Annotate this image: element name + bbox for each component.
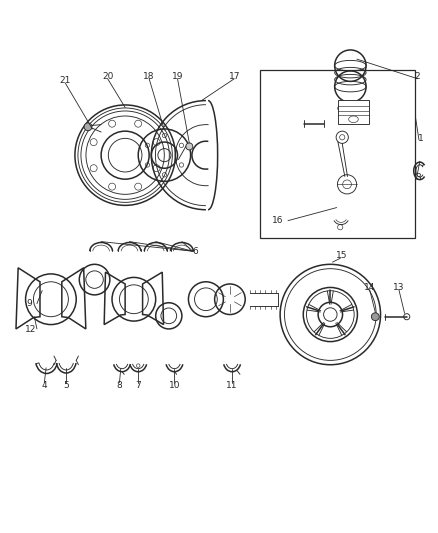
Text: 15: 15 [336,251,347,260]
Text: 6: 6 [192,247,198,256]
Text: 3: 3 [415,173,420,182]
Text: 20: 20 [102,72,113,81]
Text: 16: 16 [272,216,284,225]
Text: 1: 1 [418,134,424,143]
Circle shape [371,313,379,321]
Circle shape [186,143,193,150]
Text: 13: 13 [393,282,405,292]
Text: 7: 7 [135,381,141,390]
Text: 21: 21 [60,76,71,85]
Text: 14: 14 [364,282,375,292]
Polygon shape [104,272,125,325]
Text: 17: 17 [229,72,240,81]
Polygon shape [62,268,86,329]
Text: 10: 10 [169,381,180,390]
Text: 5: 5 [64,381,69,390]
Bar [261,70,416,238]
Circle shape [84,123,92,131]
Bar [338,100,369,124]
Text: 4: 4 [42,381,47,390]
Text: 12: 12 [25,325,36,334]
Text: 11: 11 [226,381,238,390]
Polygon shape [143,272,163,325]
Text: 19: 19 [172,72,183,81]
Text: 2: 2 [415,72,420,81]
Text: 9: 9 [26,299,32,308]
Polygon shape [16,268,40,329]
Text: 18: 18 [143,72,155,81]
Text: 8: 8 [117,381,122,390]
